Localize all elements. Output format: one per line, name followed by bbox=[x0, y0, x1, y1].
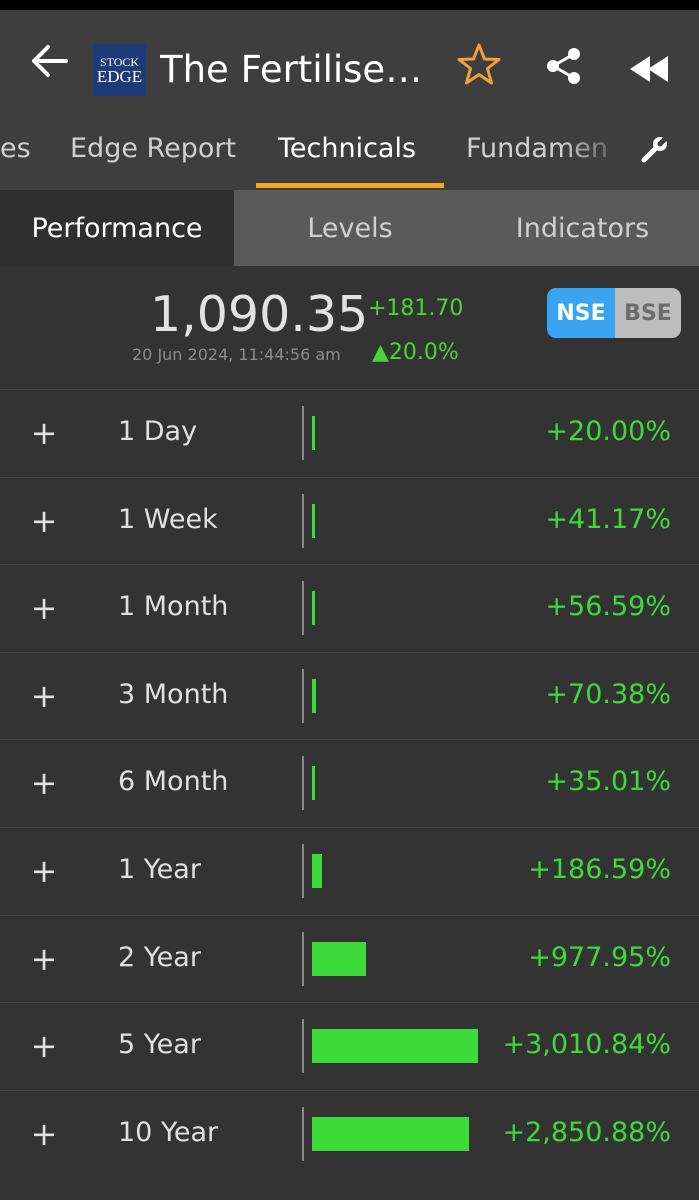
expand-plus-icon[interactable]: + bbox=[30, 939, 58, 978]
performance-row[interactable]: +5 Year +3,010.84% bbox=[0, 1002, 699, 1090]
performance-list: +1 Day +20.00% +1 Week +41.17% +1 Month +56.5… bbox=[0, 389, 699, 1178]
stockedge-logo: STOCK EDGE bbox=[93, 44, 146, 96]
bar-axis bbox=[302, 756, 304, 811]
expand-plus-icon[interactable]: + bbox=[30, 851, 58, 890]
expand-plus-icon[interactable]: + bbox=[30, 501, 58, 540]
return-value: +977.95% bbox=[528, 941, 671, 973]
exchange-nse-button[interactable]: NSE bbox=[547, 288, 615, 338]
bar-axis bbox=[302, 843, 304, 898]
back-arrow-icon[interactable] bbox=[28, 43, 72, 79]
performance-row[interactable]: +10 Year +2,850.88% bbox=[0, 1089, 699, 1178]
return-bar bbox=[312, 853, 322, 888]
last-price: 1,090.35 bbox=[150, 286, 369, 343]
return-value: +186.59% bbox=[528, 853, 671, 885]
return-bar bbox=[312, 941, 366, 976]
performance-row[interactable]: +1 Month +56.59% bbox=[0, 564, 699, 652]
period-label: 5 Year bbox=[118, 1029, 201, 1061]
period-label: 3 Month bbox=[118, 678, 229, 710]
tab-fade bbox=[560, 122, 630, 180]
exchange-bse-button[interactable]: BSE bbox=[615, 288, 681, 338]
tab-partial-left[interactable]: es bbox=[0, 133, 31, 164]
period-label: 1 Day bbox=[118, 416, 198, 447]
return-bar bbox=[312, 591, 315, 626]
return-bar bbox=[312, 416, 315, 450]
sub-tabs: Performance Levels Indicators bbox=[0, 190, 699, 266]
app-bar: STOCK EDGE The Fertilise… bbox=[0, 10, 699, 112]
expand-plus-icon[interactable]: + bbox=[30, 1114, 58, 1153]
return-bar bbox=[312, 766, 315, 801]
stock-title: The Fertilise… bbox=[160, 48, 423, 91]
expand-plus-icon[interactable]: + bbox=[30, 1027, 58, 1066]
return-bar bbox=[312, 678, 316, 713]
price-change-absolute: +181.70 bbox=[368, 296, 464, 321]
expand-plus-icon[interactable]: + bbox=[30, 589, 58, 628]
bar-axis bbox=[302, 668, 304, 723]
rewind-icon[interactable] bbox=[628, 54, 672, 84]
return-value: +41.17% bbox=[545, 503, 671, 535]
bar-axis bbox=[302, 1106, 304, 1161]
period-label: 1 Month bbox=[118, 591, 229, 623]
status-bar bbox=[0, 0, 699, 10]
period-label: 2 Year bbox=[118, 941, 201, 973]
tab-edge-report[interactable]: Edge Report bbox=[70, 133, 237, 164]
return-value: +2,850.88% bbox=[502, 1116, 671, 1148]
quote-timestamp: 20 Jun 2024, 11:44:56 am bbox=[132, 345, 341, 364]
bar-axis bbox=[302, 931, 304, 986]
period-label: 1 Week bbox=[118, 503, 218, 535]
return-value: +56.59% bbox=[545, 591, 671, 623]
return-value: +20.00% bbox=[545, 416, 671, 447]
quote-panel: 1,090.35 +181.70 ▲20.0% 20 Jun 2024, 11:… bbox=[0, 266, 699, 390]
logo-text-bottom: EDGE bbox=[96, 66, 143, 86]
performance-row[interactable]: +1 Day +20.00% bbox=[0, 389, 699, 477]
return-bar bbox=[312, 503, 315, 538]
performance-row[interactable]: +1 Week +41.17% bbox=[0, 476, 699, 565]
main-tabs: es Edge Report Technicals Fundamen bbox=[0, 112, 699, 190]
price-change-percent: ▲20.0% bbox=[372, 340, 459, 365]
return-value: +35.01% bbox=[545, 766, 671, 798]
exchange-toggle: NSE BSE bbox=[547, 288, 681, 338]
return-value: +70.38% bbox=[545, 678, 671, 710]
period-label: 1 Year bbox=[118, 853, 201, 885]
star-icon[interactable] bbox=[456, 42, 502, 88]
bar-axis bbox=[302, 406, 304, 460]
bar-axis bbox=[302, 1019, 304, 1074]
subtab-indicators[interactable]: Indicators bbox=[515, 212, 650, 244]
expand-plus-icon[interactable]: + bbox=[30, 414, 58, 452]
bar-axis bbox=[302, 581, 304, 636]
period-label: 10 Year bbox=[118, 1116, 219, 1148]
subtab-performance[interactable]: Performance bbox=[0, 190, 234, 266]
tab-technicals[interactable]: Technicals bbox=[278, 133, 417, 164]
return-value: +3,010.84% bbox=[502, 1029, 671, 1061]
performance-row[interactable]: +2 Year +977.95% bbox=[0, 914, 699, 1003]
performance-row[interactable]: +1 Year +186.59% bbox=[0, 826, 699, 915]
period-label: 6 Month bbox=[118, 766, 229, 798]
subtab-levels[interactable]: Levels bbox=[307, 212, 393, 244]
wrench-icon[interactable] bbox=[640, 134, 670, 164]
expand-plus-icon[interactable]: + bbox=[30, 764, 58, 803]
performance-row[interactable]: +6 Month +35.01% bbox=[0, 739, 699, 827]
logo-text-top: STOCK bbox=[99, 54, 140, 69]
expand-plus-icon[interactable]: + bbox=[30, 676, 58, 715]
return-bar bbox=[312, 1029, 478, 1064]
performance-row[interactable]: +3 Month +70.38% bbox=[0, 651, 699, 740]
bar-axis bbox=[302, 493, 304, 548]
active-tab-indicator bbox=[256, 183, 444, 188]
share-icon[interactable] bbox=[544, 46, 584, 86]
return-bar bbox=[312, 1116, 469, 1151]
